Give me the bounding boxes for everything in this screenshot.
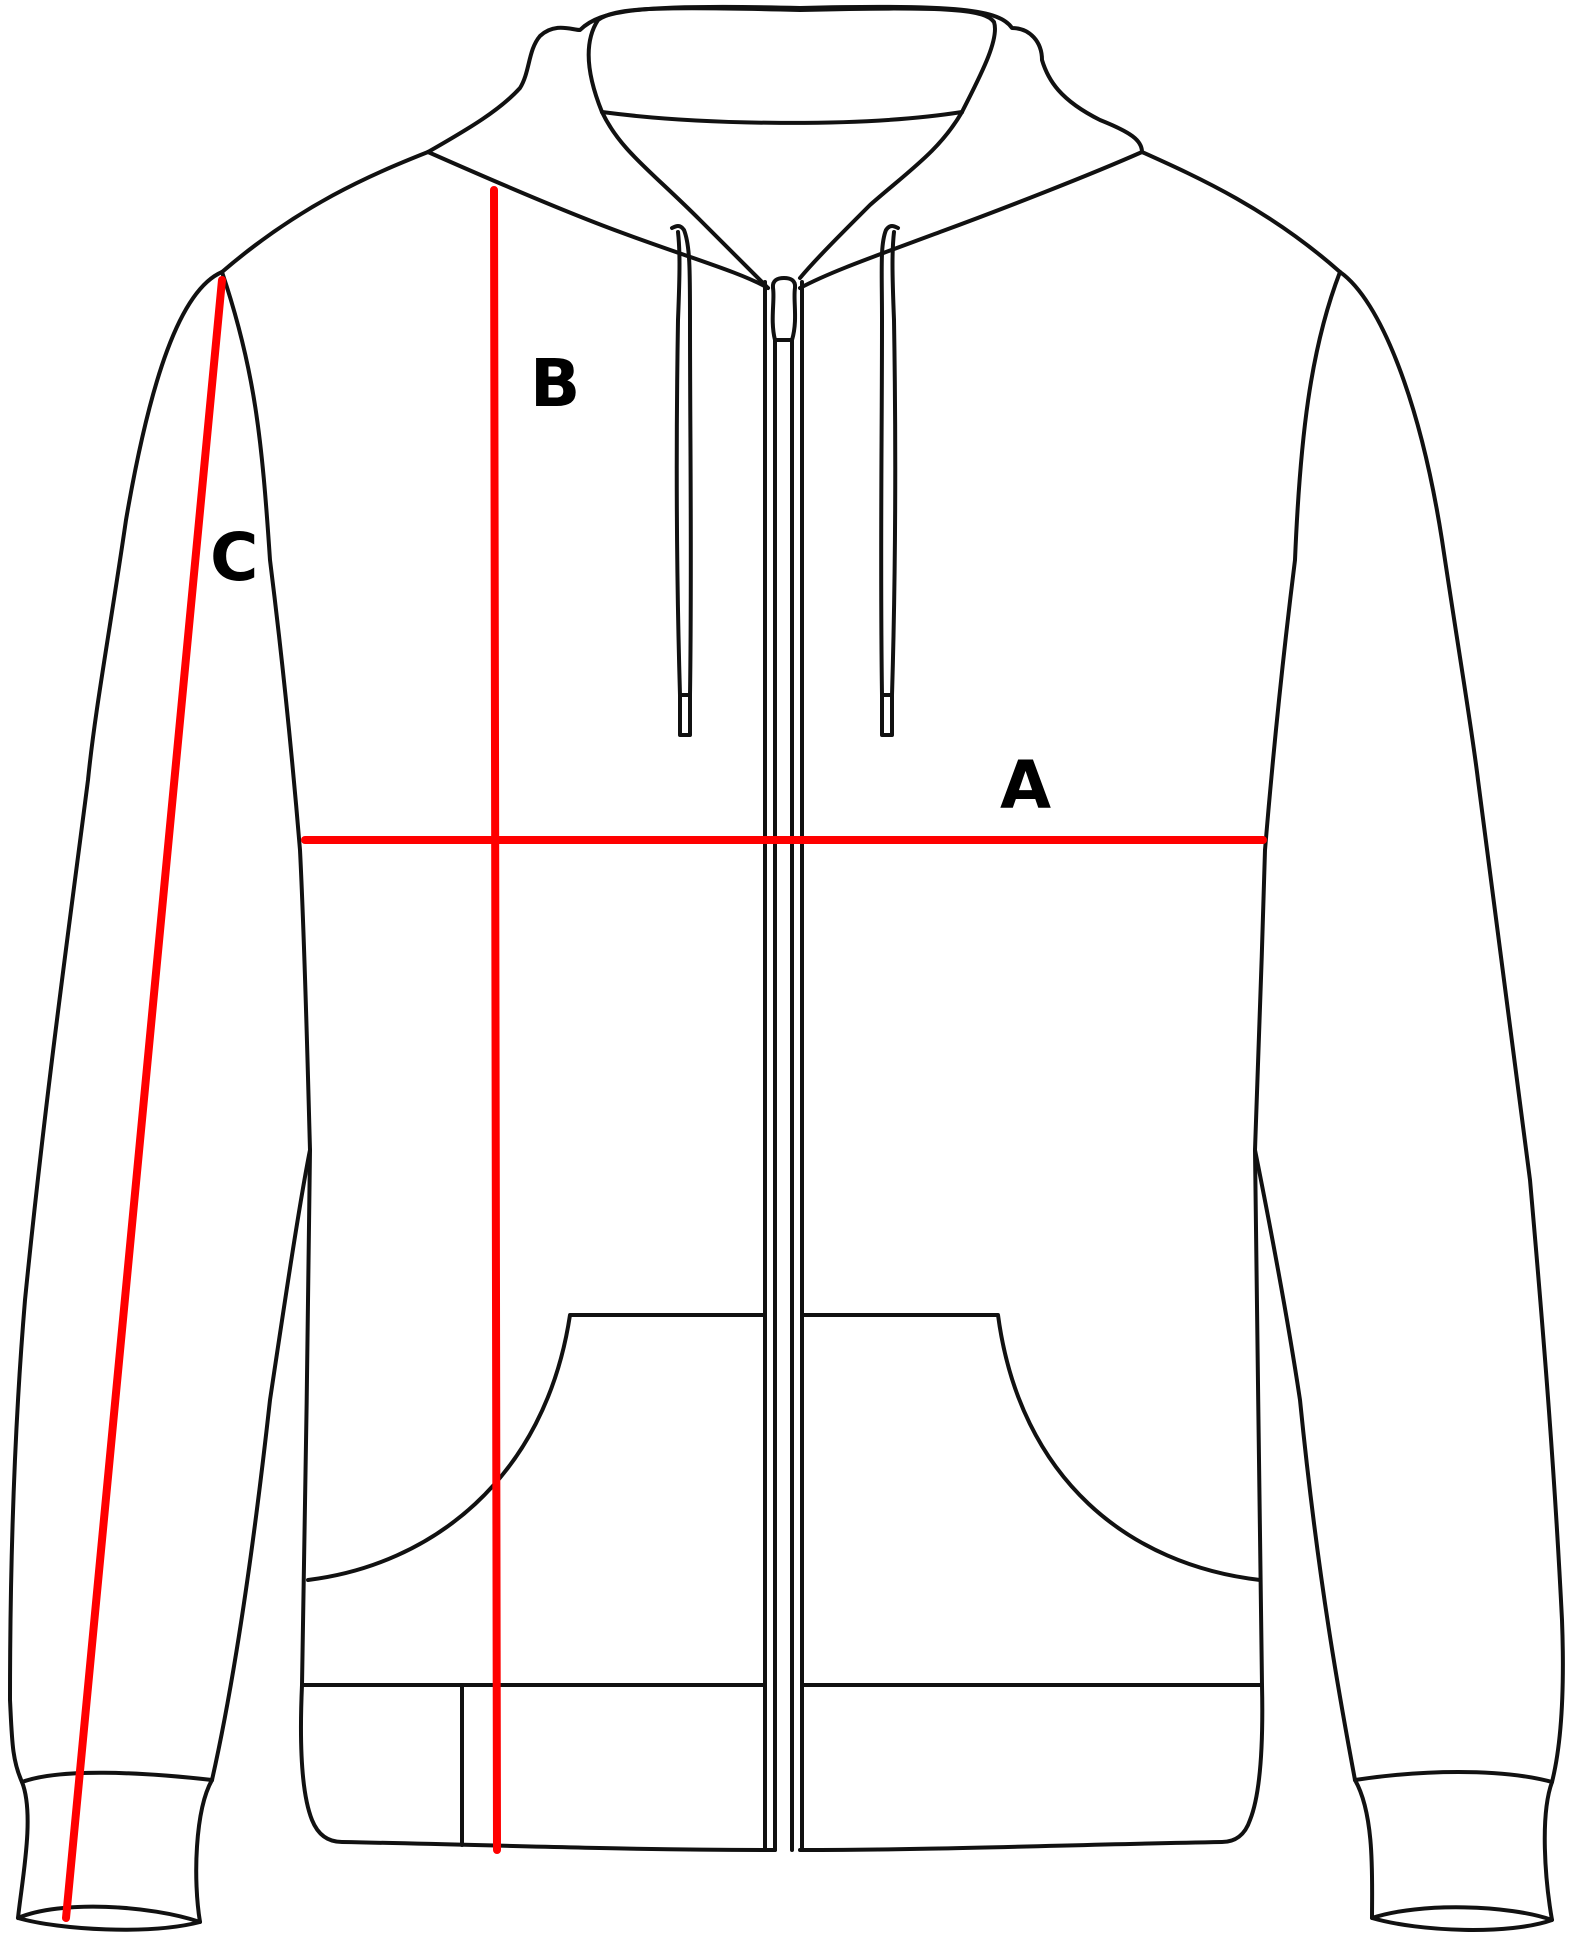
sleeve-length-label: C: [210, 519, 258, 596]
drawstring-left-tip: [678, 693, 692, 737]
body-side-right: [1253, 1148, 1264, 1687]
pocket-right: [800, 1313, 1262, 1582]
drawstring-left: [670, 224, 693, 697]
left-cuff-seam: [20, 1770, 214, 1784]
hoodie-outline: [8, 4, 1565, 1932]
hood-inner: [586, 6, 997, 114]
right-cuff: [1353, 1778, 1554, 1932]
left-cuff: [16, 1778, 214, 1932]
sleeve-length-measurement-line: [62, 276, 226, 1922]
shoulder-seam-right: [1140, 150, 1342, 274]
right-cuff-seam: [1353, 1770, 1554, 1784]
body-side-left: [300, 1148, 312, 1687]
hood-outer: [426, 4, 1144, 154]
left-cuff-hem: [16, 1904, 202, 1924]
pocket-left: [306, 1313, 767, 1582]
hood-neck-seam: [600, 110, 964, 125]
body-length-label: B: [530, 345, 580, 422]
shoulder-seam-left: [220, 150, 430, 274]
waistband-left: [299, 1683, 777, 1852]
body-length-measurement-line: [490, 186, 501, 1854]
right-sleeve: [1338, 270, 1565, 1784]
right-cuff-hem: [1370, 1905, 1554, 1922]
shoulder-right: [798, 150, 1144, 290]
right-sleeve-inner: [1253, 270, 1357, 1782]
zipper-pull-icon: [770, 276, 798, 342]
drawstring-right: [879, 224, 900, 697]
hood-front-left: [600, 110, 770, 290]
chest-label: A: [1000, 747, 1051, 824]
drawstring-right-tip: [880, 693, 894, 737]
waistband-right: [798, 1683, 1265, 1852]
left-sleeve-inner: [210, 270, 312, 1782]
shoulder-left: [426, 150, 770, 290]
left-sleeve: [8, 270, 224, 1784]
hood-front-right: [798, 110, 964, 280]
